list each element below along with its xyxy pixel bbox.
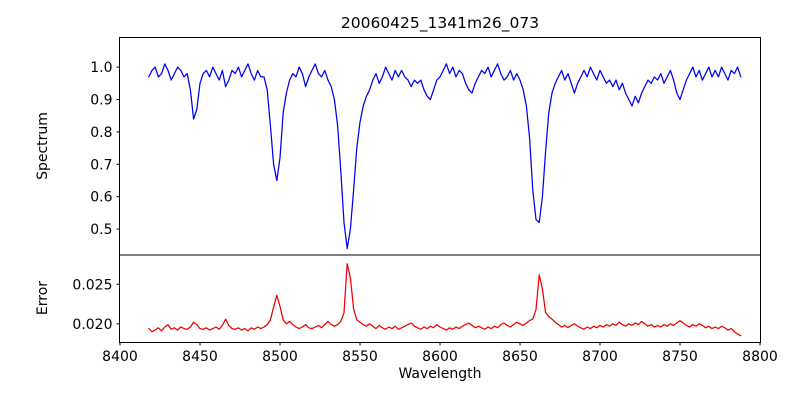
spectrum-y-tick-label: 0.5	[90, 222, 112, 238]
spectrum-y-axis-label: Spectrum	[35, 112, 51, 180]
x-tick-label: 8450	[182, 349, 218, 365]
spectrum-axes-box	[119, 37, 761, 256]
x-axis-label: Wavelength	[398, 366, 481, 382]
x-tick-label: 8550	[342, 349, 378, 365]
error-y-ticks: 0.025 0.020	[72, 277, 120, 333]
error-panel: 0.025 0.020 Error	[35, 254, 761, 343]
error-line	[148, 263, 742, 337]
spectrum-y-ticks: 1.0 0.9 0.8 0.7 0.6 0.5	[90, 60, 120, 238]
error-y-axis-label: Error	[35, 281, 51, 315]
spectrum-y-tick-label: 1.0	[90, 60, 112, 76]
x-tick-label: 8400	[102, 349, 138, 365]
spectrum-y-tick-label: 0.8	[90, 125, 112, 141]
x-tick-label: 8600	[422, 349, 458, 365]
x-tick-label: 8700	[582, 349, 618, 365]
x-tick-label: 8500	[262, 349, 298, 365]
error-axes-box	[119, 254, 761, 343]
error-y-tick-label: 0.020	[72, 317, 112, 333]
spectrum-y-tick-label: 0.9	[90, 93, 112, 109]
x-tick-label: 8650	[502, 349, 538, 365]
spectrum-panel: 1.0 0.9 0.8 0.7 0.6 0.5 Spectrum	[35, 37, 761, 256]
spectrum-y-tick-label: 0.6	[90, 190, 112, 206]
x-tick-label: 8800	[742, 349, 778, 365]
x-ticks: 8400 8450 8500 8550 8600 8650 8700 8750 8800	[102, 342, 778, 365]
x-tick-label: 8750	[662, 349, 698, 365]
spectrum-line	[148, 63, 742, 250]
spectrum-y-tick-label: 0.7	[90, 157, 112, 173]
error-y-tick-label: 0.025	[72, 277, 112, 293]
chart-title: 20060425_1341m26_073	[341, 14, 539, 33]
